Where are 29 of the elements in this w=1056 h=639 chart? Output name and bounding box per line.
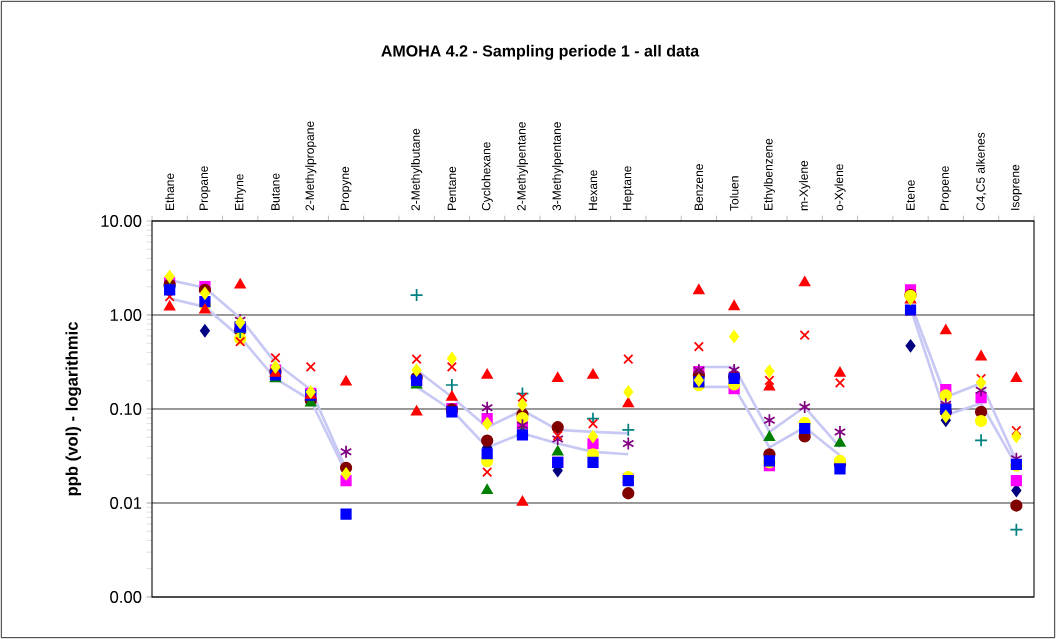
x-tick-label: Ethyne	[234, 174, 246, 210]
y-tick-label: 1.00	[110, 309, 142, 321]
y-axis-title: ppb (vol) - logarithmic	[65, 321, 82, 496]
x-tick-label: Pentane	[447, 166, 457, 210]
x-tick-label: 3-Methylpentane	[552, 122, 564, 211]
x-tick-label: Butane	[271, 173, 280, 210]
y-tick-label: 0.10	[110, 403, 142, 415]
x-tick-label: Isoprene	[1010, 164, 1022, 210]
y-tick-label: 0.00	[110, 591, 142, 603]
x-tick-label: Etene	[906, 180, 915, 210]
x-tick-label: Toluen	[729, 176, 739, 211]
chart-title: AMOHA 4.2 - Sampling periode 1 - all data	[381, 44, 700, 60]
x-tick-label: Ethylbenzene	[763, 138, 775, 210]
x-tick-label: Hexane	[588, 170, 598, 210]
x-tick-label: Propene	[940, 166, 952, 210]
x-tick-label: Ethane	[165, 173, 175, 210]
x-tick-label: Benzene	[694, 164, 704, 210]
x-tick-label: Propyne	[340, 166, 352, 210]
x-tick-label: Propane	[199, 166, 211, 210]
x-tick-label: 2-Methylpentane	[516, 122, 529, 211]
x-tick-label: 2-Methylpropane	[305, 121, 317, 211]
x-tick-label: Cyclohexane	[481, 142, 493, 211]
y-tick-label: 10.00	[101, 215, 142, 227]
x-tick-label: C4,C5 alkenes	[975, 132, 987, 211]
x-tick-label: o-Xylene	[834, 164, 846, 211]
x-tick-label: 2-Methylbutane	[411, 128, 423, 211]
x-tick-label: m-Xylene	[799, 160, 811, 211]
x-tick-label: Heptane	[622, 166, 634, 210]
y-tick-label: 0.01	[110, 497, 142, 509]
